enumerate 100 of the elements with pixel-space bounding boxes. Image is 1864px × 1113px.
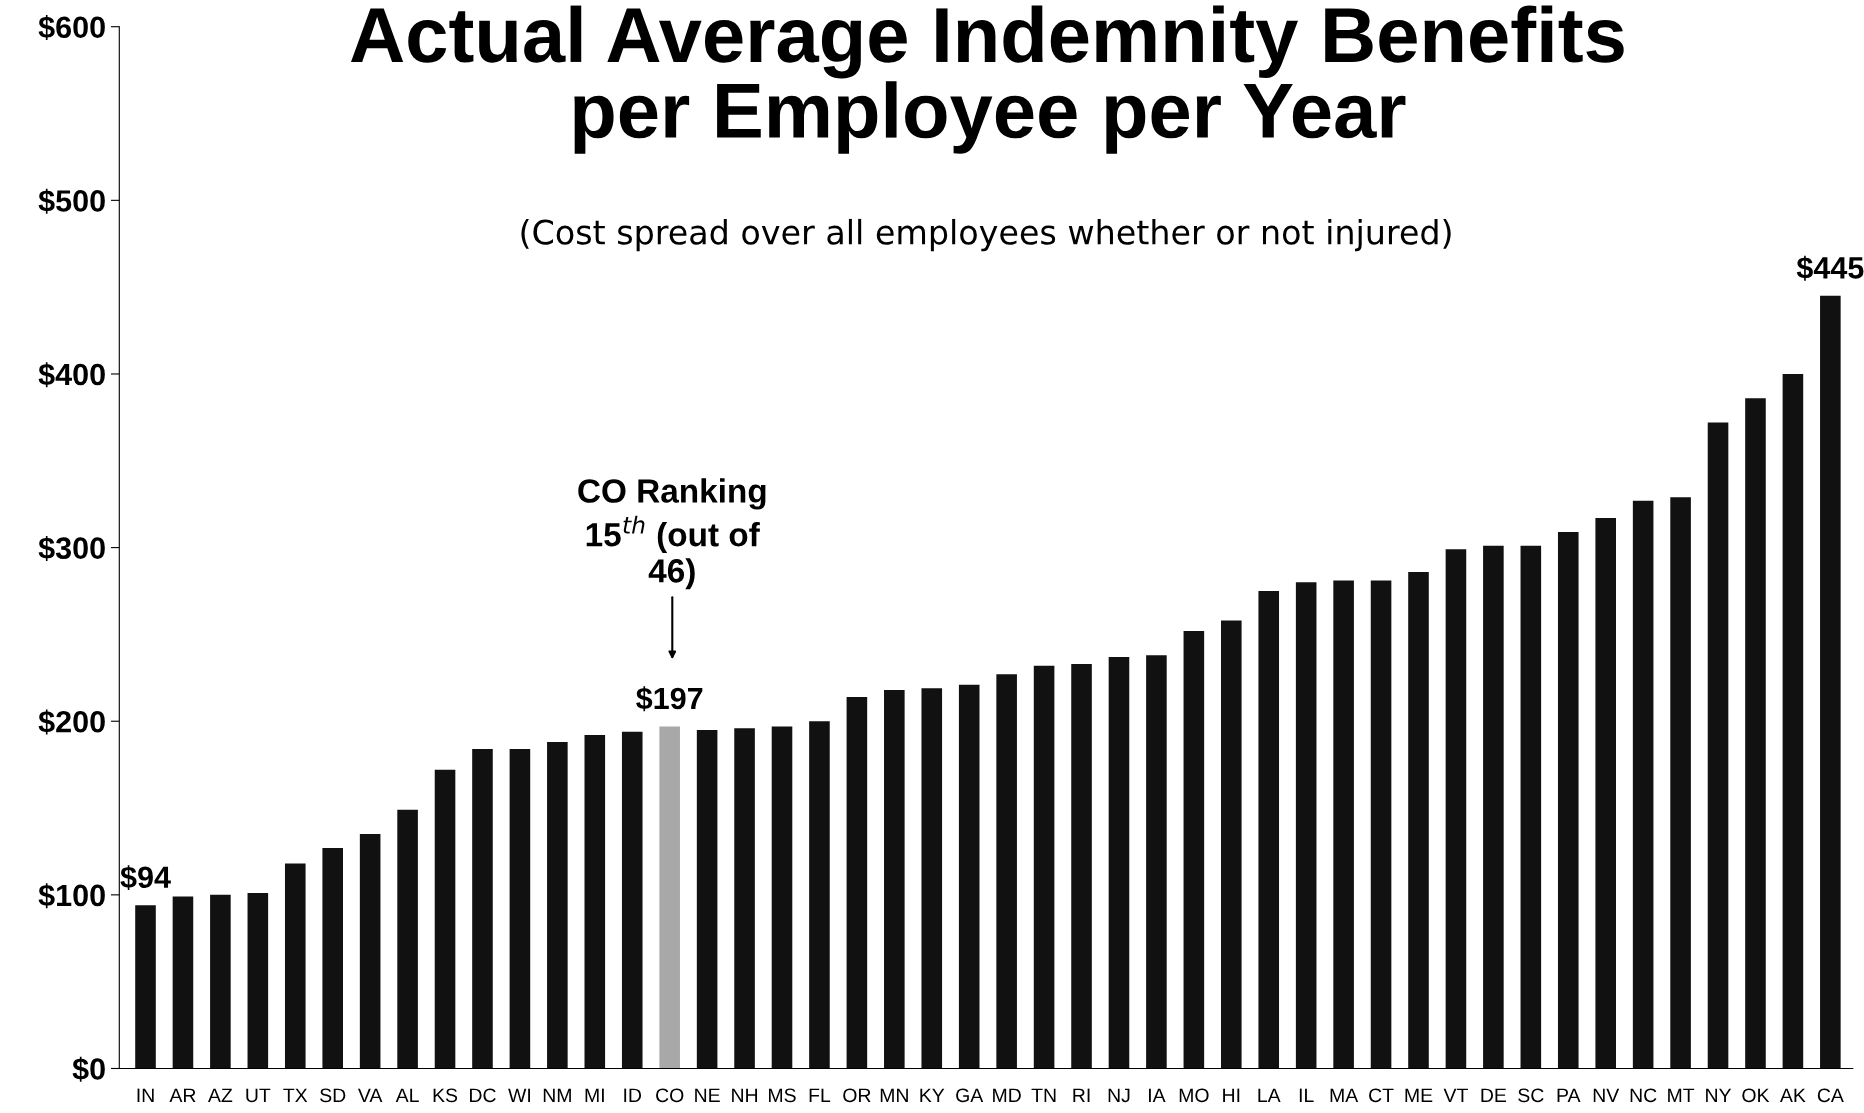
bar (434, 769, 456, 1069)
x-tick-label: RI (1073, 1088, 1090, 1103)
bar (734, 728, 755, 1069)
x-tick-label: AK (1779, 1088, 1806, 1103)
x-tick-label: MI (585, 1088, 604, 1103)
x-tick-label: NY (1706, 1088, 1732, 1103)
x-tick-label: PA (1557, 1088, 1581, 1103)
bar (1520, 545, 1542, 1069)
x-tick-label: DE (1481, 1088, 1507, 1103)
bar (1033, 665, 1055, 1069)
x-tick-label: IL (1299, 1088, 1314, 1103)
bar (509, 749, 531, 1069)
bar (1445, 549, 1467, 1069)
x-tick-label: HI (1223, 1088, 1240, 1103)
bar (621, 731, 643, 1069)
bar (1071, 663, 1092, 1069)
y-tick-label: $600 (38, 15, 105, 41)
x-tick-label: MD (993, 1088, 1021, 1103)
bar (547, 742, 568, 1069)
x-tick-label: MN (880, 1088, 908, 1103)
data-label: $197 (636, 686, 703, 712)
bar (1370, 580, 1392, 1069)
x-tick-label: ID (624, 1088, 642, 1103)
x-tick-label: MS (769, 1088, 796, 1103)
x-tick-label: GA (956, 1088, 984, 1103)
bar (1632, 500, 1654, 1069)
bar (1745, 398, 1766, 1069)
bar (1295, 582, 1317, 1069)
x-tick-label: UT (246, 1088, 271, 1103)
data-label: $445 (1796, 255, 1864, 281)
bar (1258, 591, 1280, 1069)
x-tick-label: WI (508, 1088, 530, 1103)
bar (958, 684, 980, 1069)
bar (284, 863, 306, 1069)
x-tick-label: OR (843, 1088, 871, 1103)
y-tick-label: $400 (38, 362, 105, 388)
x-tick-label: KS (433, 1088, 458, 1103)
bar (359, 834, 381, 1069)
x-tick-label: MA (1330, 1088, 1359, 1103)
bar (1408, 571, 1429, 1069)
y-tick-label: $0 (72, 1056, 105, 1082)
x-tick-label: NH (732, 1088, 758, 1103)
x-tick-label: SC (1518, 1088, 1544, 1103)
x-tick-label: IN (137, 1088, 154, 1103)
x-tick-label: MO (1179, 1088, 1209, 1103)
chart-title: Actual Average Indemnity Benefits per Employee per Year (350, 5, 1624, 154)
bar (696, 729, 718, 1069)
x-tick-label: LA (1258, 1088, 1281, 1103)
bar (1670, 497, 1691, 1069)
bar (472, 749, 493, 1069)
bar (135, 905, 156, 1069)
annotation: CO Ranking 15$^{th}$ (out of 46) (578, 478, 766, 590)
x-tick-label: MT (1668, 1088, 1695, 1103)
bar (659, 726, 680, 1069)
x-tick-label: SD (320, 1088, 346, 1103)
x-tick-label: NM (543, 1088, 571, 1103)
bar (1707, 422, 1729, 1069)
x-tick-label: TN (1031, 1088, 1056, 1103)
bar (1782, 373, 1804, 1069)
bar (921, 688, 943, 1069)
bar (884, 689, 905, 1069)
x-tick-label: CO (656, 1088, 684, 1103)
bar (846, 696, 868, 1069)
x-tick-label: CA (1817, 1088, 1844, 1103)
x-tick-label: VA (357, 1088, 383, 1103)
bar (1333, 580, 1354, 1069)
x-tick-label: KY (920, 1088, 945, 1103)
y-tick-label: $200 (38, 709, 105, 735)
bar (1595, 518, 1616, 1069)
x-tick-label: CT (1369, 1088, 1394, 1103)
bar (1221, 620, 1242, 1069)
bar (771, 726, 793, 1069)
bar (247, 893, 269, 1069)
x-tick-label: AL (395, 1088, 419, 1103)
x-tick-label: NJ (1108, 1088, 1130, 1103)
x-tick-label: ME (1405, 1088, 1433, 1103)
bar (809, 721, 830, 1069)
bar (1820, 295, 1841, 1069)
bar (1146, 655, 1167, 1069)
y-tick-label: $500 (38, 188, 105, 214)
bar (1483, 545, 1504, 1069)
bar (1557, 531, 1579, 1069)
data-label: $94 (120, 865, 171, 891)
x-tick-label: TX (283, 1088, 308, 1103)
bar (1183, 630, 1205, 1069)
x-tick-label: NC (1630, 1088, 1657, 1103)
x-tick-label: IA (1149, 1088, 1166, 1103)
text: (Cost spread over all employees whether or not injured) (521, 218, 1451, 252)
bar (584, 735, 606, 1069)
bar (397, 809, 418, 1069)
x-tick-label: FL (809, 1088, 831, 1103)
bar (322, 847, 344, 1069)
x-tick-label: AZ (208, 1088, 233, 1103)
bar (210, 894, 231, 1069)
bar (172, 896, 194, 1069)
x-tick-label: DC (470, 1088, 496, 1103)
x-tick-label: NE (695, 1088, 720, 1103)
bar (996, 674, 1017, 1069)
y-tick-label: $300 (38, 535, 105, 561)
x-tick-label: NV (1593, 1088, 1620, 1103)
